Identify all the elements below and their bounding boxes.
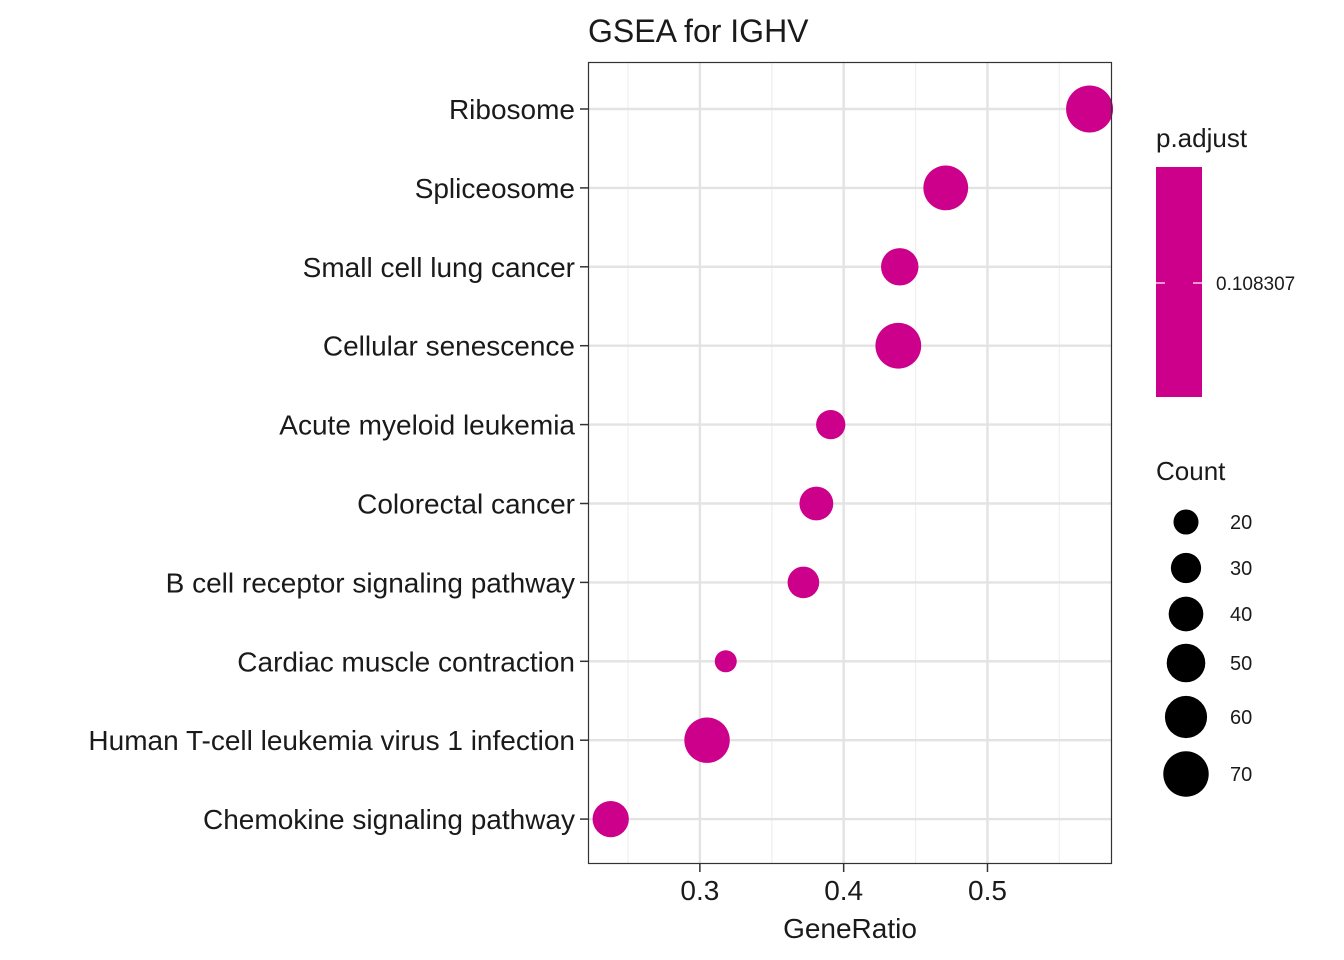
major-gridlines: [588, 62, 1112, 864]
data-point: [787, 566, 820, 599]
size-legend-title: Count: [1156, 456, 1226, 486]
data-point: [875, 322, 922, 369]
size-legend-key: [1168, 596, 1204, 632]
y-tick-label: Cardiac muscle contraction: [237, 646, 575, 677]
x-tick-label: 0.4: [824, 875, 863, 906]
data-points: [592, 85, 1114, 838]
size-legend: Count 20 30 40 50 60 70: [1156, 456, 1252, 797]
y-tick-label: Chemokine signaling pathway: [203, 804, 575, 835]
x-tick-label: 0.5: [968, 875, 1007, 906]
x-axis-title: GeneRatio: [783, 913, 917, 944]
size-legend-key: [1166, 643, 1206, 683]
color-legend-label: 0.108307: [1216, 274, 1295, 295]
data-point: [1066, 85, 1114, 133]
plot-border: [587, 61, 1113, 865]
size-legend-label: 60: [1230, 707, 1252, 729]
size-legend-label: 50: [1230, 653, 1252, 675]
chart-title: GSEA for IGHV: [588, 13, 809, 49]
y-tick-label: Acute myeloid leukemia: [279, 410, 575, 441]
size-legend-key: [1163, 751, 1209, 797]
data-point: [816, 409, 846, 440]
y-tick-label: Cellular senescence: [323, 331, 575, 362]
size-legend-label: 70: [1230, 764, 1252, 786]
size-legend-label: 40: [1230, 604, 1252, 626]
plot-background: [588, 62, 1112, 864]
color-legend-title: p.adjust: [1156, 123, 1248, 153]
x-tick-label: 0.3: [680, 875, 719, 906]
size-legend-key: [1173, 509, 1199, 535]
size-legend-label: 30: [1230, 558, 1252, 580]
y-tick-label: B cell receptor signaling pathway: [166, 567, 575, 598]
color-bar: [1156, 167, 1202, 397]
size-legend-label: 20: [1230, 512, 1252, 534]
color-legend: p.adjust 0.108307: [1156, 123, 1295, 397]
data-point: [923, 165, 969, 211]
y-axis: Ribosome Spliceosome Small cell lung cance…: [88, 94, 588, 835]
y-tick-label: Colorectal cancer: [357, 489, 575, 520]
data-point: [714, 650, 737, 673]
y-tick-label: Human T-cell leukemia virus 1 infection: [88, 725, 575, 756]
y-tick-label: Ribosome: [449, 94, 575, 125]
size-legend-key: [1170, 552, 1202, 584]
y-tick-label: Spliceosome: [415, 173, 575, 204]
minor-gridlines: [627, 62, 1061, 864]
x-axis: 0.3 0.4 0.5: [680, 864, 1007, 906]
data-point: [592, 800, 629, 838]
data-point: [881, 248, 919, 286]
plot-panel: [587, 61, 1114, 865]
data-point: [799, 486, 834, 521]
size-legend-key: [1164, 695, 1208, 739]
data-point: [684, 717, 730, 763]
y-tick-label: Small cell lung cancer: [303, 252, 575, 283]
